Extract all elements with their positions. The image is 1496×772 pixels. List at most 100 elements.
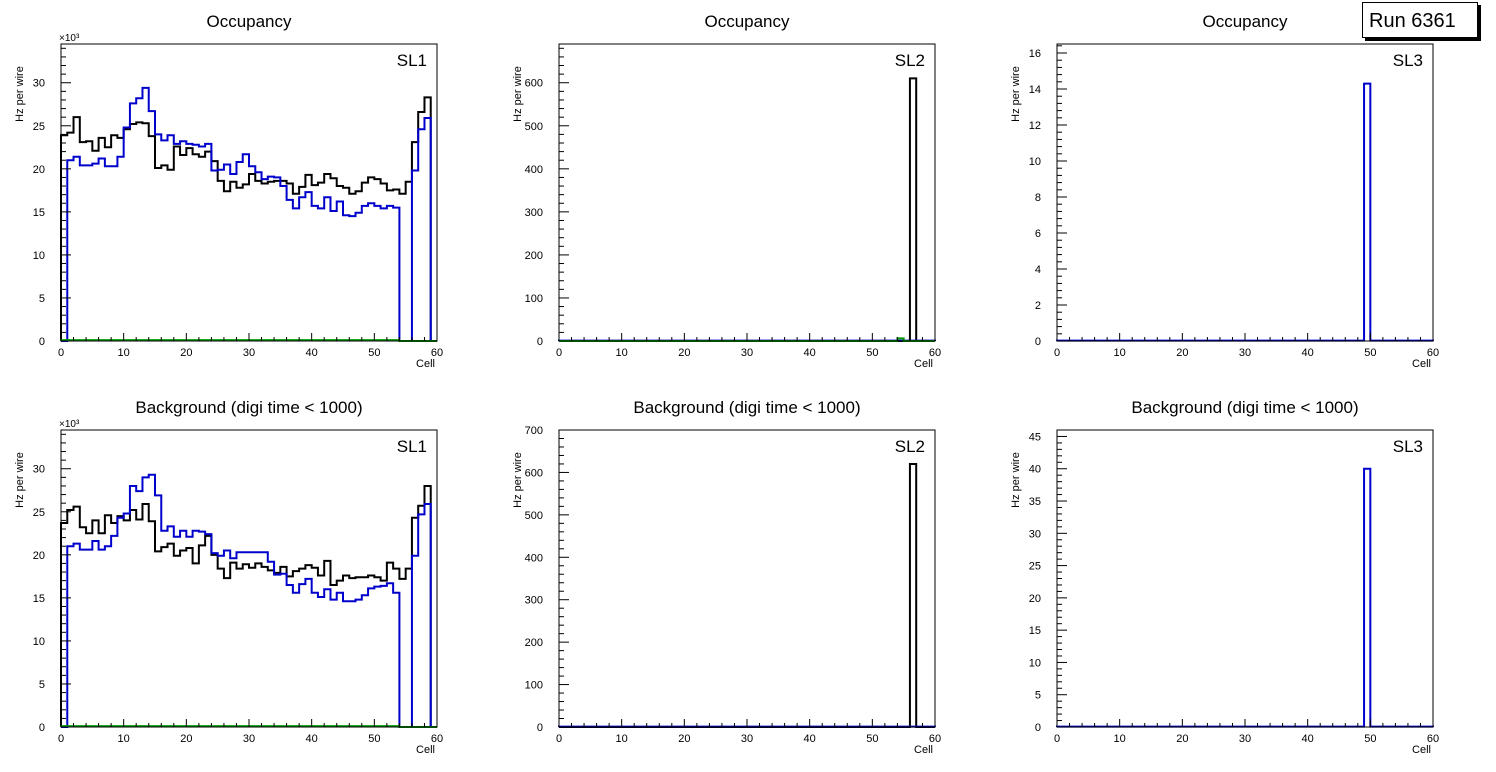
chart-title: Occupancy [1202, 12, 1288, 31]
y-tick-label: 2 [1035, 300, 1041, 312]
y-tick-label: 20 [33, 164, 45, 176]
y-axis-label: Hz per wire [14, 66, 26, 122]
y-tick-label: 100 [525, 680, 543, 692]
x-tick-label: 10 [118, 347, 130, 359]
superlayer-label: SL2 [895, 51, 925, 70]
plot-frame [558, 429, 936, 728]
x-tick-label: 0 [58, 347, 64, 359]
superlayer-label: SL3 [1393, 51, 1423, 70]
histogram-panel: Background (digi time < 1000)0 10 20 30 40 50… [512, 398, 941, 756]
x-tick-label: 30 [1239, 733, 1251, 745]
y-tick-label: 14 [1029, 84, 1041, 96]
series-layer-black [559, 462, 935, 728]
y-exponent-label: ×10³ [59, 419, 80, 430]
x-tick-label: 0 [556, 347, 562, 359]
x-tick-label: 20 [1176, 733, 1188, 745]
histogram-panel: Occupancy 0 10 20 30 40 50 60 0 2 4 6 8 10 12 14 16 Cell H… [1010, 12, 1439, 370]
superlayer-label: SL3 [1393, 437, 1423, 456]
x-tick-label: 30 [243, 347, 255, 359]
x-tick-label: 10 [616, 733, 628, 745]
x-tick-label: 0 [556, 733, 562, 745]
series-layer-black [559, 77, 935, 342]
x-tick-label: 40 [1302, 347, 1314, 359]
series-layer-black [60, 96, 437, 342]
y-tick-label: 15 [33, 593, 45, 605]
y-tick-label: 200 [525, 637, 543, 649]
y-tick-label: 10 [33, 636, 45, 648]
y-tick-label: 30 [33, 78, 45, 90]
x-tick-label: 40 [1302, 733, 1314, 745]
y-axis-label: Hz per wire [1010, 452, 1022, 508]
y-tick-label: 15 [33, 207, 45, 219]
plot-frame [1056, 429, 1434, 728]
x-tick-label: 30 [741, 733, 753, 745]
y-tick-label: 16 [1029, 48, 1041, 60]
x-axis-label: Cell [914, 744, 933, 756]
run-number-box: Run 6361 [1362, 2, 1478, 38]
x-tick-label: 20 [678, 733, 690, 745]
y-tick-label: 500 [525, 121, 543, 133]
x-tick-label: 60 [929, 347, 941, 359]
chart-title: Background (digi time < 1000) [633, 398, 860, 417]
x-axis-label: Cell [914, 358, 933, 370]
y-tick-label: 0 [537, 722, 543, 734]
x-tick-label: 50 [866, 347, 878, 359]
x-tick-label: 60 [1427, 347, 1439, 359]
x-tick-label: 10 [118, 733, 130, 745]
x-tick-label: 20 [678, 347, 690, 359]
x-tick-label: 60 [1427, 733, 1439, 745]
y-tick-label: 30 [1029, 528, 1041, 540]
y-tick-label: 0 [1035, 336, 1041, 348]
y-tick-label: 700 [525, 425, 543, 437]
x-tick-label: 10 [1114, 733, 1126, 745]
x-tick-label: 20 [1176, 347, 1188, 359]
y-tick-label: 0 [39, 722, 45, 734]
x-tick-label: 50 [368, 733, 380, 745]
plot-frame [60, 43, 438, 342]
y-tick-label: 25 [1029, 561, 1041, 573]
y-tick-label: 6 [1035, 228, 1041, 240]
plot-frame [1056, 43, 1434, 342]
y-axis-label: Hz per wire [1010, 66, 1022, 122]
y-tick-label: 600 [525, 78, 543, 90]
x-tick-label: 10 [616, 347, 628, 359]
y-tick-label: 0 [39, 336, 45, 348]
y-tick-label: 0 [1035, 722, 1041, 734]
y-tick-label: 5 [39, 293, 45, 305]
y-axis-label: Hz per wire [512, 452, 524, 508]
y-tick-label: 12 [1029, 120, 1041, 132]
y-tick-label: 5 [39, 679, 45, 691]
x-tick-label: 50 [368, 347, 380, 359]
histogram-panel: Occupancy 0 10 20 30 40 50 60 0 5 10 15 20 25 30 ×10³ Ce… [14, 12, 443, 370]
x-tick-label: 60 [431, 347, 443, 359]
y-tick-label: 600 [525, 467, 543, 479]
y-tick-label: 25 [33, 121, 45, 133]
y-tick-label: 15 [1029, 625, 1041, 637]
x-axis-label: Cell [1412, 744, 1431, 756]
y-tick-label: 10 [33, 250, 45, 262]
series-layer-blue [1056, 82, 1434, 342]
x-tick-label: 40 [306, 347, 318, 359]
y-tick-label: 400 [525, 164, 543, 176]
histogram-panel: Background (digi time < 1000)0 10 20 30 40 50… [1010, 398, 1439, 756]
y-tick-label: 20 [1029, 593, 1041, 605]
chart-title: Occupancy [206, 12, 292, 31]
superlayer-label: SL1 [397, 51, 427, 70]
y-tick-label: 10 [1029, 156, 1041, 168]
y-tick-label: 25 [33, 507, 45, 519]
y-tick-label: 35 [1029, 496, 1041, 508]
y-tick-label: 0 [537, 336, 543, 348]
x-tick-label: 50 [1364, 347, 1376, 359]
x-tick-label: 10 [1114, 347, 1126, 359]
x-tick-label: 50 [1364, 733, 1376, 745]
series-layer-blue [61, 86, 437, 342]
y-exponent-label: ×10³ [59, 33, 80, 44]
x-tick-label: 20 [180, 733, 192, 745]
x-tick-label: 60 [431, 733, 443, 745]
x-tick-label: 60 [929, 733, 941, 745]
y-tick-label: 400 [525, 552, 543, 564]
y-tick-label: 300 [525, 595, 543, 607]
x-tick-label: 30 [741, 347, 753, 359]
